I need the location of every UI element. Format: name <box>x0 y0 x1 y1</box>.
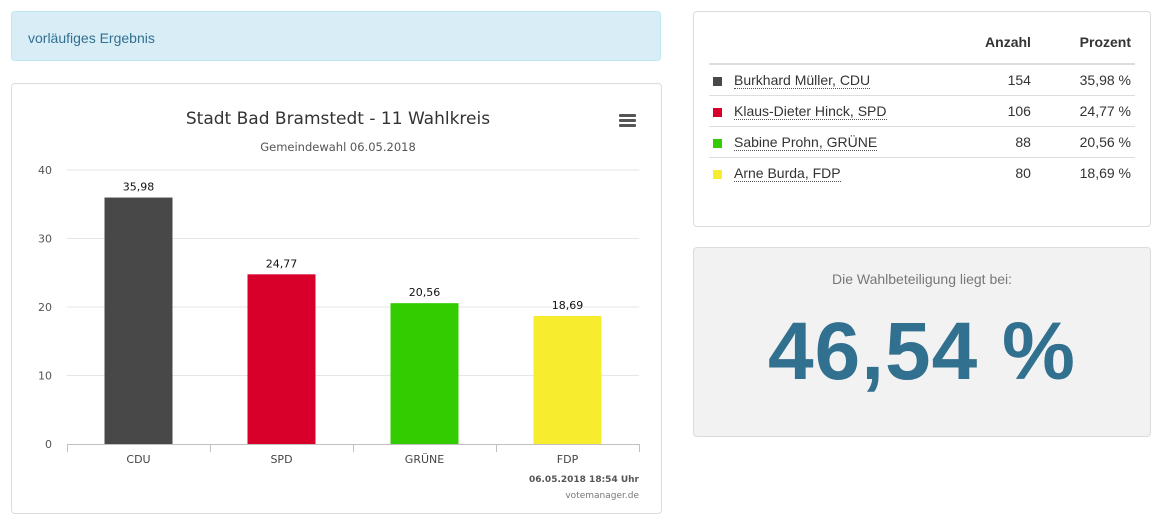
y-tick-label: 40 <box>38 164 52 177</box>
x-axis: CDU SPD GRÜNE FDP <box>67 444 640 466</box>
table-row: Arne Burda, FDP 80 18,69 % <box>709 158 1135 189</box>
chart-bars: 35,98 24,77 20,56 18,69 <box>104 181 602 444</box>
bar-fdp[interactable] <box>533 315 602 444</box>
y-tick-label: 20 <box>38 301 52 314</box>
header-percent: Prozent <box>1034 29 1135 65</box>
candidate-cell: Sabine Prohn, GRÜNE <box>709 126 950 158</box>
results-table-panel: Anzahl Prozent Burkhard Müller, CDU 154 35… <box>693 11 1151 227</box>
candidate-link[interactable]: Burkhard Müller, CDU <box>734 72 871 89</box>
table-row: Burkhard Müller, CDU 154 35,98 % <box>709 64 1135 96</box>
vote-percent-cell: 35,98 % <box>1034 64 1135 96</box>
results-table-header: Anzahl Prozent <box>709 29 1135 65</box>
turnout-panel: Die Wahlbeteiligung liegt bei: 46,54 % <box>693 247 1151 437</box>
table-row: Sabine Prohn, GRÜNE 88 20,56 % <box>709 126 1135 158</box>
vote-count-cell: 80 <box>1015 165 1031 181</box>
bar-value-label: 35,98 <box>123 181 155 194</box>
bar-grüne[interactable] <box>390 303 459 444</box>
y-tick-label: 10 <box>38 370 52 383</box>
y-axis-ticks: 0 10 20 30 40 <box>38 164 52 451</box>
x-category-label: SPD <box>270 453 292 466</box>
x-category-label: CDU <box>126 453 150 466</box>
party-color-swatch <box>713 169 722 179</box>
party-color-swatch <box>713 138 722 148</box>
vote-count-cell: 106 <box>949 95 1035 127</box>
results-table: Anzahl Prozent Burkhard Müller, CDU 154 35… <box>709 29 1135 188</box>
status-alert: vorläufiges Ergebnis <box>11 11 661 61</box>
candidate-cell: Klaus-Dieter Hinck, SPD <box>709 95 950 127</box>
bar-spd[interactable] <box>247 274 316 444</box>
y-tick-label: 0 <box>45 438 52 451</box>
vote-count-cell: 154 <box>949 64 1035 96</box>
bar-value-label: 20,56 <box>409 286 441 299</box>
bar-cdu[interactable] <box>104 197 173 444</box>
vote-percent-cell: 18,69 % <box>1079 165 1131 181</box>
header-count: Anzahl <box>949 29 1035 65</box>
y-tick-label: 30 <box>38 233 52 246</box>
bar-chart: Stadt Bad Bramstedt - 11 Wahlkreis Gemei… <box>38 109 640 501</box>
turnout-value: 46,54 % <box>768 306 1076 397</box>
vote-percent-cell: 20,56 % <box>1034 126 1135 158</box>
status-alert-text: vorläufiges Ergebnis <box>28 30 155 46</box>
vote-count-cell: 88 <box>949 126 1035 158</box>
hamburger-menu-icon[interactable] <box>617 112 639 130</box>
table-row: Klaus-Dieter Hinck, SPD 106 24,77 % <box>709 95 1135 127</box>
party-color-swatch <box>713 107 722 117</box>
vote-percent-cell: 24,77 % <box>1034 95 1135 127</box>
candidate-link[interactable]: Arne Burda, FDP <box>734 165 841 182</box>
chart-credit-link[interactable]: votemanager.de <box>565 491 639 501</box>
chart-title: Stadt Bad Bramstedt - 11 Wahlkreis <box>186 109 490 129</box>
candidate-cell: Burkhard Müller, CDU <box>709 64 950 96</box>
candidate-cell: Arne Burda, FDP <box>709 158 950 189</box>
bar-value-label: 24,77 <box>266 257 298 270</box>
candidate-link[interactable]: Sabine Prohn, GRÜNE <box>734 134 878 151</box>
turnout-label: Die Wahlbeteiligung liegt bei: <box>831 271 1013 287</box>
chart-subtitle: Gemeindewahl 06.05.2018 <box>260 140 416 154</box>
party-color-swatch <box>713 76 722 86</box>
header-candidate <box>709 29 950 65</box>
bar-value-label: 18,69 <box>552 299 584 312</box>
chart-panel: Stadt Bad Bramstedt - 11 Wahlkreis Gemei… <box>11 83 662 514</box>
chart-timestamp: 06.05.2018 18:54 Uhr <box>529 475 640 485</box>
candidate-link[interactable]: Klaus-Dieter Hinck, SPD <box>734 103 887 120</box>
x-category-label: FDP <box>557 453 579 466</box>
x-category-label: GRÜNE <box>405 453 444 466</box>
